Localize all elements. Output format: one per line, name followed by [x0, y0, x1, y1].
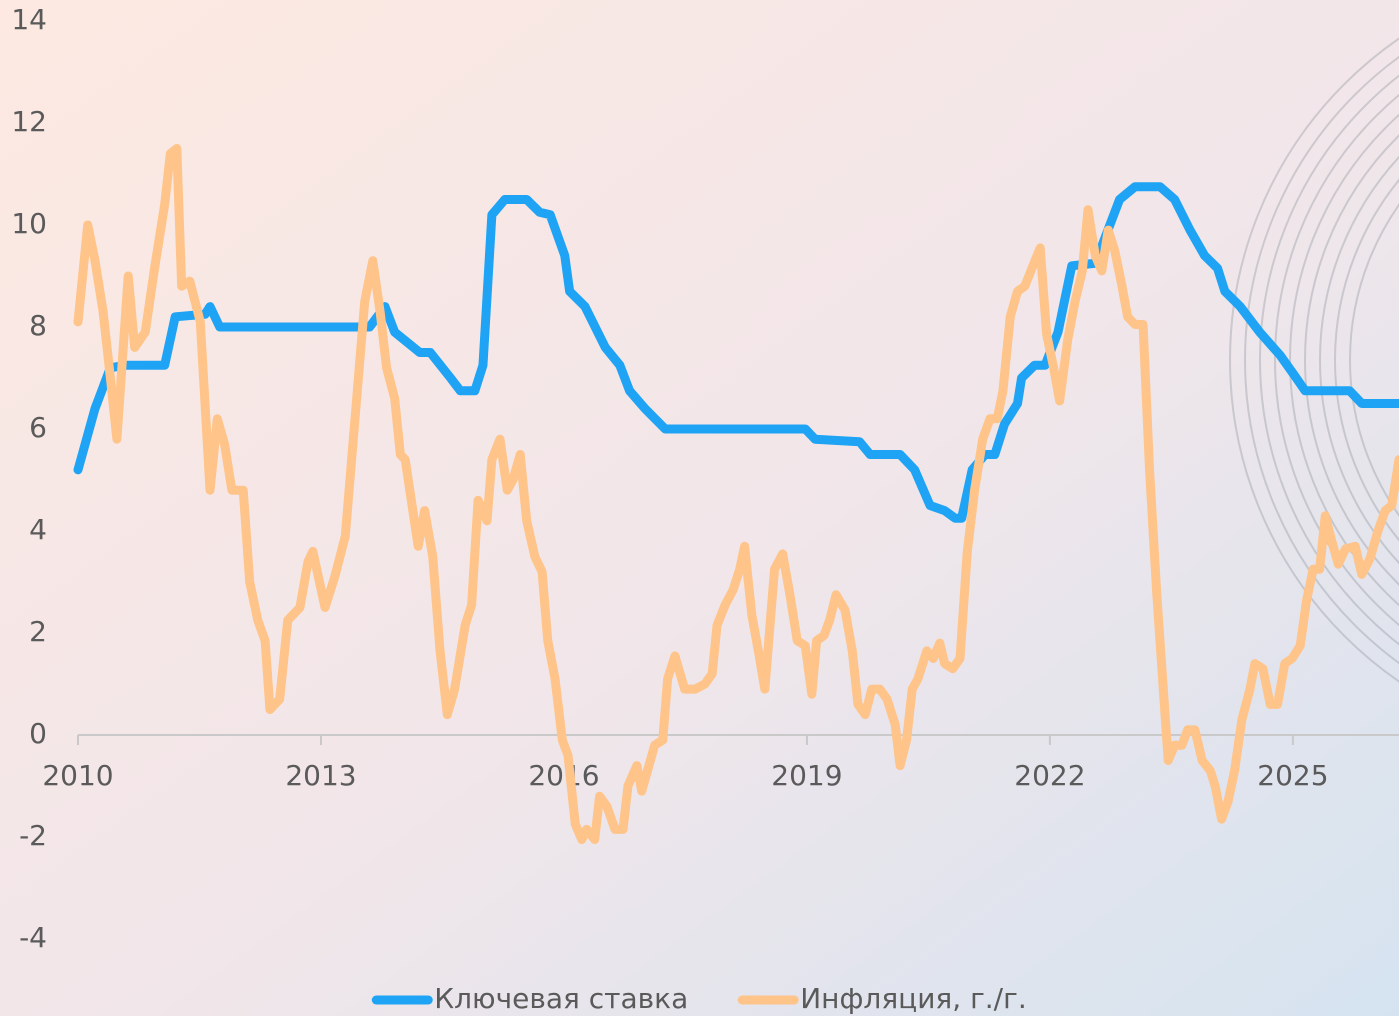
legend-label: Ключевая ставка	[434, 982, 688, 1015]
series-line	[73, 144, 1399, 845]
x-tick-label: 2010	[42, 759, 113, 792]
y-tick-label: -2	[19, 819, 47, 852]
x-tick-label: 2013	[285, 759, 356, 792]
legend-label: Инфляция, г./г.	[800, 982, 1027, 1015]
y-tick-label: 4	[29, 513, 47, 546]
x-tick-label: 2019	[771, 759, 842, 792]
x-tick-label: 2022	[1014, 759, 1085, 792]
y-tick-label: 6	[29, 411, 47, 444]
y-tick-label: 0	[29, 717, 47, 750]
y-tick-label: 10	[11, 207, 47, 240]
y-tick-label: 12	[11, 105, 47, 138]
y-tick-label: 8	[29, 309, 47, 342]
y-tick-label: -4	[19, 921, 47, 954]
x-tick-label: 2025	[1257, 759, 1328, 792]
decoration	[1229, 37, 1399, 683]
y-tick-label: 2	[29, 615, 47, 648]
x-tick-label: 2016	[528, 759, 599, 792]
y-tick-label: 14	[11, 3, 47, 36]
series-line	[73, 182, 1399, 523]
